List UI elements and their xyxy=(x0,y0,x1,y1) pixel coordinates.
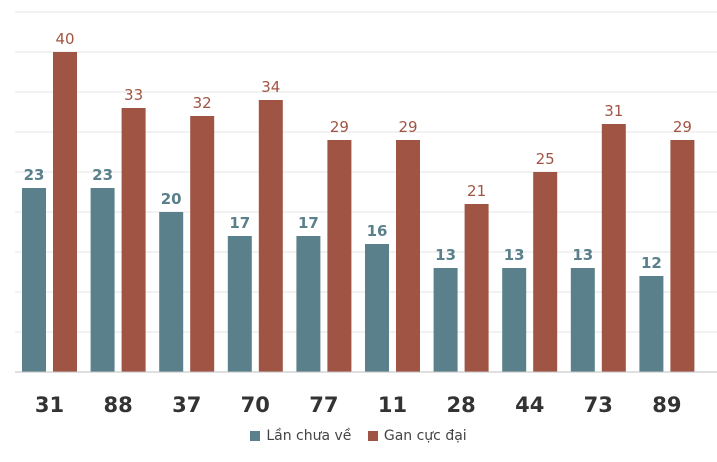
category-label-77: 77 xyxy=(309,393,338,417)
bar-1-70 xyxy=(227,236,252,372)
bar-2-88 xyxy=(121,108,146,372)
category-label-28: 28 xyxy=(446,393,475,417)
category-label-44: 44 xyxy=(515,393,544,417)
bar-2-89 xyxy=(670,140,695,372)
category-label-89: 89 xyxy=(652,393,681,417)
value-label-2-28: 21 xyxy=(467,182,486,200)
bar-2-37 xyxy=(190,116,215,372)
value-label-1-70: 17 xyxy=(229,214,250,232)
bar-2-31 xyxy=(53,52,77,372)
value-label-1-73: 13 xyxy=(572,246,593,264)
category-label-11: 11 xyxy=(378,393,407,417)
value-label-2-77: 29 xyxy=(330,118,349,136)
legend-swatch-series-1 xyxy=(250,431,261,441)
value-label-2-11: 29 xyxy=(398,118,417,136)
bar-1-89 xyxy=(639,276,664,372)
value-label-1-28: 13 xyxy=(435,246,456,264)
value-label-2-37: 32 xyxy=(193,94,212,112)
legend-label-series-1: Lần chưa về xyxy=(266,428,352,444)
category-labels: 31 88 37 70 77 11 28 44 73 89 xyxy=(35,393,682,417)
bar-2-73 xyxy=(601,124,626,372)
legend: Lần chưa về Gan cực đại xyxy=(0,428,717,445)
legend-swatch-series-2 xyxy=(367,431,378,441)
bar-1-28 xyxy=(433,268,458,372)
value-label-1-37: 20 xyxy=(161,190,182,208)
value-labels: 23 40 23 33 20 32 17 34 17 29 16 29 13 21 13 25 13 31 12 29 xyxy=(24,30,692,272)
value-label-1-89: 12 xyxy=(641,254,662,272)
legend-item-series-1: Lần chưa về xyxy=(250,428,351,444)
bar-1-88 xyxy=(90,188,115,372)
value-label-2-73: 31 xyxy=(604,102,623,120)
bar-1-31 xyxy=(22,188,46,372)
value-label-2-44: 25 xyxy=(536,150,555,168)
value-label-1-77: 17 xyxy=(298,214,319,232)
value-label-1-88: 23 xyxy=(92,166,113,184)
bar-2-44 xyxy=(533,172,558,372)
bar-1-73 xyxy=(570,268,595,372)
bar-1-11 xyxy=(365,244,389,372)
bars xyxy=(22,52,695,372)
category-label-31: 31 xyxy=(35,393,64,417)
value-label-2-70: 34 xyxy=(261,78,280,96)
category-label-37: 37 xyxy=(172,393,201,417)
value-label-2-88: 33 xyxy=(124,86,143,104)
value-label-1-31: 23 xyxy=(24,166,45,184)
bar-2-77 xyxy=(327,140,352,372)
bar-2-11 xyxy=(396,140,420,372)
legend-label-series-2: Gan cực đại xyxy=(383,428,467,444)
bar-1-37 xyxy=(159,212,184,372)
category-label-70: 70 xyxy=(241,393,270,417)
bar-1-44 xyxy=(502,268,527,372)
bar-1-77 xyxy=(296,236,321,372)
value-label-2-31: 40 xyxy=(55,30,74,48)
value-label-1-11: 16 xyxy=(367,222,388,240)
category-label-88: 88 xyxy=(103,393,132,417)
legend-item-series-2: Gan cực đại xyxy=(367,428,467,444)
value-label-2-89: 29 xyxy=(673,118,692,136)
bar-2-28 xyxy=(464,204,489,372)
category-label-73: 73 xyxy=(584,393,613,417)
bar-2-70 xyxy=(258,100,283,372)
value-label-1-44: 13 xyxy=(504,246,525,264)
